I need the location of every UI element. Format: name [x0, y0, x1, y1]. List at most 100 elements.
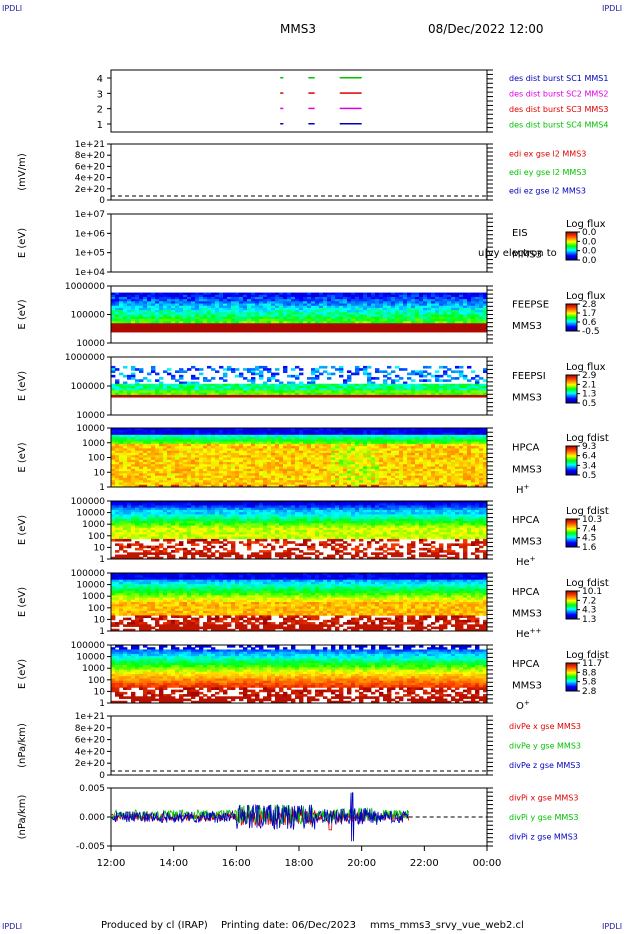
heatmap-cell [363, 439, 368, 443]
heatmap-cell [171, 459, 176, 463]
heatmap-cell [183, 475, 188, 479]
heatmap-cell [231, 439, 236, 443]
heatmap-cell [459, 318, 464, 322]
heatmap-cell [307, 457, 312, 461]
heatmap-cell [459, 365, 464, 369]
heatmap-cell [295, 386, 300, 389]
heatmap-cell [363, 301, 368, 304]
heatmap-cell [455, 484, 460, 488]
heatmap-cell [271, 390, 276, 394]
heatmap-cell [227, 443, 232, 447]
heatmap-cell [127, 439, 132, 443]
heatmap-cell [323, 468, 328, 472]
heatmap-cell [423, 301, 428, 304]
heatmap-cell [319, 321, 324, 324]
heatmap-cell [415, 448, 420, 452]
heatmap-cell [287, 394, 292, 398]
heatmap-cell [211, 368, 216, 371]
heatmap-cell [115, 296, 120, 300]
heatmap-cell [219, 443, 224, 447]
heatmap-cell [403, 462, 408, 465]
heatmap-cell [291, 466, 296, 470]
heatmap-cell [187, 368, 192, 371]
heatmap-cell [371, 377, 376, 380]
heatmap-cell [307, 296, 312, 300]
heatmap-cell [203, 439, 208, 443]
heatmap-cell [327, 390, 332, 394]
heatmap-cell [127, 388, 132, 391]
heatmap-cell [307, 323, 312, 326]
heatmap-cell [143, 473, 148, 477]
heatmap-cell [227, 482, 232, 486]
heatmap-cell [111, 307, 116, 311]
heatmap-cell [427, 388, 432, 391]
heatmap-cell [375, 394, 380, 398]
heatmap-cell [463, 310, 468, 313]
heatmap-cell [323, 471, 328, 474]
heatmap-cell [427, 314, 432, 318]
heatmap-cell [455, 305, 460, 309]
heatmap-cell [455, 392, 460, 396]
heatmap-cell [383, 312, 388, 315]
heatmap-cell [459, 480, 464, 483]
heatmap-cell [115, 446, 120, 449]
heatmap-cell [215, 473, 220, 477]
heatmap-cell [143, 457, 148, 461]
heatmap-cell [331, 466, 336, 470]
heatmap-cell [239, 296, 244, 300]
heatmap-cell [463, 428, 468, 431]
heatmap-cell [315, 455, 320, 458]
heatmap-cell [231, 443, 236, 447]
heatmap-cell [431, 455, 436, 458]
heatmap-cell [139, 316, 144, 320]
heatmap-cell [259, 386, 264, 389]
heatmap-cell [247, 471, 252, 474]
heatmap-cell [391, 473, 396, 477]
heatmap-cell [355, 368, 360, 371]
heatmap-cell [111, 430, 116, 433]
heatmap-cell [147, 452, 152, 456]
eis-tick-label: 1e+04 [75, 268, 106, 278]
heatmap-cell [163, 441, 168, 445]
heatmap-cell [299, 329, 304, 333]
heatmap-cell [263, 390, 268, 394]
heatmap-cell [387, 327, 392, 331]
heatmap-cell [435, 462, 440, 465]
heatmap-cell [431, 321, 436, 324]
heatmap-cell [275, 457, 280, 461]
heatmap-cell [139, 327, 144, 331]
heatmap-cell [427, 446, 432, 449]
heatmap-cell [115, 437, 120, 440]
burst_intervals-legend-entry: des dist burst SC1 MMS1 [509, 74, 608, 83]
heatmap-cell [143, 388, 148, 391]
heatmap-cell [143, 459, 148, 463]
heatmap-cell [319, 459, 324, 463]
heatmap-cell [351, 321, 356, 324]
heatmap-cell [179, 430, 184, 433]
heatmap-cell [447, 394, 452, 398]
heatmap-cell [347, 388, 352, 391]
heatmap-cell [135, 327, 140, 331]
heatmap-cell [355, 292, 360, 296]
heatmap-cell [451, 462, 456, 465]
heatmap-cell [323, 428, 328, 431]
heatmap-cell [239, 314, 244, 318]
heatmap-cell [235, 471, 240, 474]
heatmap-cell [343, 468, 348, 472]
heatmap-cell [367, 439, 372, 443]
heatmap-cell [183, 448, 188, 452]
heatmap-cell [203, 299, 208, 302]
heatmap-cell [419, 477, 424, 481]
heatmap-cell [451, 383, 456, 387]
heatmap-cell [119, 428, 124, 431]
heatmap-cell [455, 455, 460, 458]
heatmap-cell [227, 390, 232, 394]
heatmap-cell [355, 372, 360, 376]
heatmap-cell [219, 377, 224, 380]
heatmap-cell [463, 383, 468, 387]
heatmap-cell [171, 294, 176, 298]
heatmap-cell [127, 473, 132, 477]
heatmap-cell [143, 428, 148, 431]
heatmap-cell [343, 379, 348, 382]
heatmap-cell [167, 455, 172, 458]
